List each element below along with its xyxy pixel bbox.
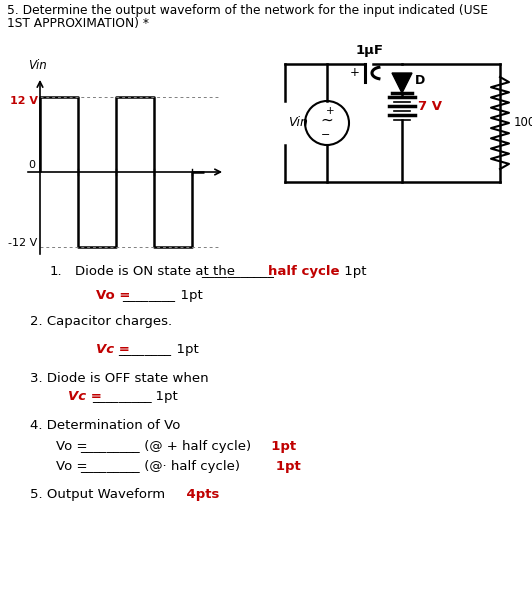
Text: Vc =: Vc = <box>68 390 102 403</box>
Text: Vo =: Vo = <box>96 289 130 302</box>
Text: +: + <box>350 65 360 79</box>
Text: (@· half cycle): (@· half cycle) <box>140 460 240 473</box>
Text: 3. Diode is OFF state when: 3. Diode is OFF state when <box>30 372 209 385</box>
Text: 1pt: 1pt <box>262 460 301 473</box>
Text: -12 V: -12 V <box>8 238 37 248</box>
Text: _________: _________ <box>80 440 139 453</box>
Text: Vin: Vin <box>28 59 47 72</box>
Text: 1pt: 1pt <box>172 289 203 302</box>
Text: ________: ________ <box>122 289 175 302</box>
Text: ___________: ___________ <box>201 265 274 278</box>
Text: 100kΩ: 100kΩ <box>514 116 532 130</box>
Text: 0: 0 <box>28 160 35 170</box>
Text: 1pt: 1pt <box>147 390 178 403</box>
Text: _________: _________ <box>92 390 152 403</box>
Text: 1pt: 1pt <box>262 440 296 453</box>
Text: Diode is ON state at the: Diode is ON state at the <box>75 265 239 278</box>
Text: 1μF: 1μF <box>356 44 384 57</box>
Text: 1.: 1. <box>50 265 63 278</box>
Text: ________: ________ <box>118 343 171 356</box>
Text: Vc =: Vc = <box>96 343 130 356</box>
Text: 12 V: 12 V <box>10 96 38 106</box>
Text: 2. Capacitor charges.: 2. Capacitor charges. <box>30 315 172 328</box>
Text: −: − <box>321 130 331 140</box>
Text: Vo =: Vo = <box>56 460 87 473</box>
Text: _________: _________ <box>80 460 139 473</box>
Text: 4pts: 4pts <box>168 488 219 501</box>
Text: 1pt: 1pt <box>340 265 367 278</box>
Text: (@ + half cycle): (@ + half cycle) <box>140 440 251 453</box>
Text: Vo =: Vo = <box>56 440 87 453</box>
Polygon shape <box>392 73 412 93</box>
Text: 5. Determine the output waveform of the network for the input indicated (USE: 5. Determine the output waveform of the … <box>7 4 488 17</box>
Text: 1ST APPROXIMATION) *: 1ST APPROXIMATION) * <box>7 17 149 30</box>
Text: 7 V: 7 V <box>418 100 442 113</box>
Text: D: D <box>415 73 425 86</box>
Text: 1pt: 1pt <box>168 343 199 356</box>
Text: ~: ~ <box>321 113 334 127</box>
Text: half cycle: half cycle <box>268 265 339 278</box>
Text: +: + <box>326 106 334 116</box>
Text: 4. Determination of Vo: 4. Determination of Vo <box>30 419 180 432</box>
Text: Vin: Vin <box>288 116 308 130</box>
Text: 5. Output Waveform: 5. Output Waveform <box>30 488 165 501</box>
